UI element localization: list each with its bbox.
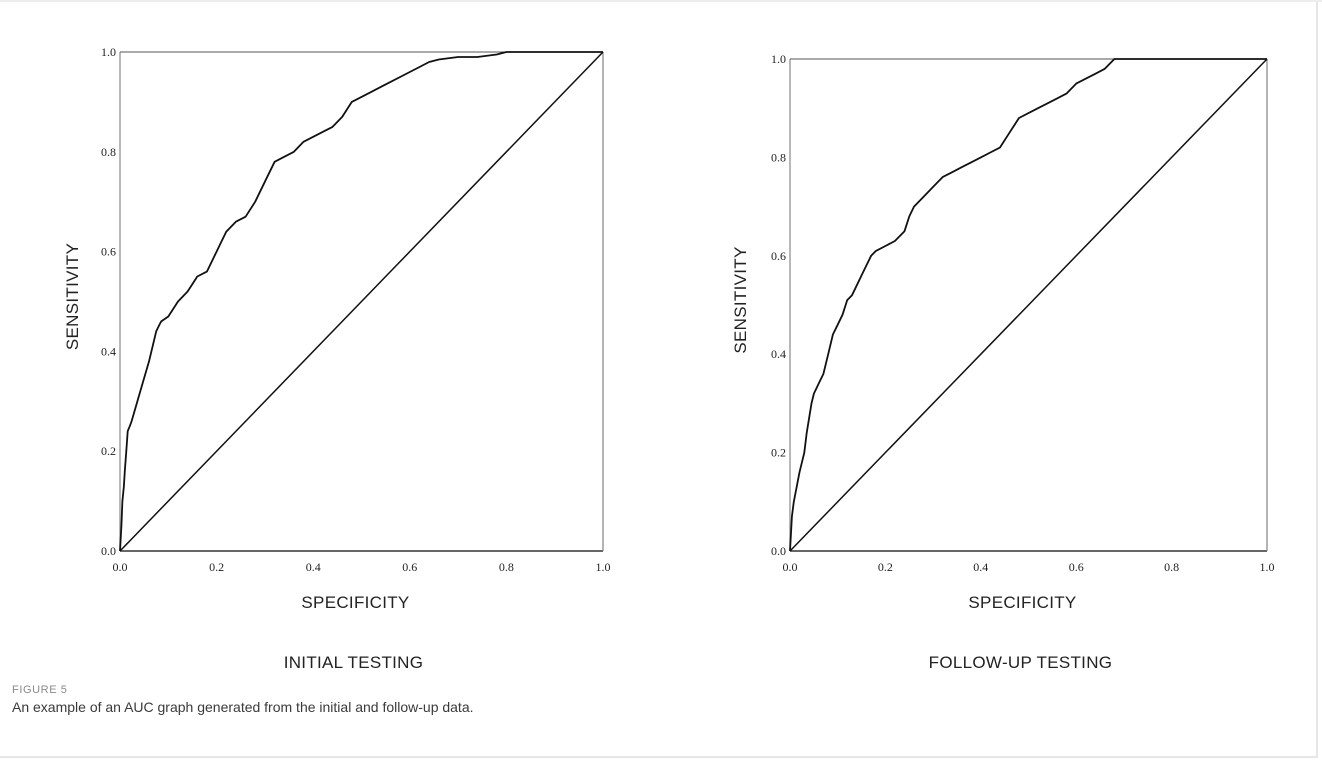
x-tick-label: 0.0 — [783, 560, 798, 574]
panel-title: INITIAL TESTING — [284, 653, 424, 672]
y-tick-label: 0.4 — [101, 344, 116, 358]
x-tick-label: 0.6 — [1069, 560, 1084, 574]
roc-panel-2: 0.0 0.2 0.4 0.6 0.8 1.0 0.0 0.2 0.4 0.6 0.8 1.0 SPEC… — [731, 52, 1275, 672]
reference-diagonal-line — [119, 51, 604, 552]
x-tick-label: 1.0 — [596, 560, 611, 574]
figure-label: FIGURE 5 — [12, 684, 68, 696]
x-tick-label: 1.0 — [1260, 560, 1275, 574]
y-tick-label: 0.2 — [771, 446, 786, 460]
figure-top-rule — [0, 0, 1322, 2]
x-axis-title: SPECIFICITY — [968, 593, 1076, 612]
x-tick-label: 0.8 — [499, 560, 514, 574]
y-tick-label: 0.6 — [771, 249, 786, 263]
x-tick-label: 0.2 — [209, 560, 224, 574]
x-tick-label: 0.4 — [973, 560, 988, 574]
y-tick-label: 0.0 — [771, 544, 786, 558]
x-tick-label: 0.4 — [306, 560, 321, 574]
y-tick-label: 0.8 — [101, 145, 116, 159]
y-tick-label: 0.8 — [771, 150, 786, 164]
roc-curve-line — [789, 58, 1267, 552]
y-tick-label: 1.0 — [771, 52, 786, 66]
y-axis-title: SENSITIVITY — [731, 246, 750, 353]
y-tick-label: 0.6 — [101, 245, 116, 259]
x-tick-label: 0.2 — [878, 560, 893, 574]
x-tick-label: 0.0 — [113, 560, 128, 574]
y-tick-label: 0.2 — [101, 444, 116, 458]
reference-diagonal-line — [789, 58, 1268, 552]
figure-caption: An example of an AUC graph generated fro… — [12, 699, 474, 715]
y-tick-label: 1.0 — [101, 45, 116, 59]
roc-panel-1: 0.0 0.2 0.4 0.6 0.8 1.0 0.0 0.2 0.4 0.6 0.8 1.0 SPEC… — [63, 45, 611, 672]
x-tick-label: 0.8 — [1164, 560, 1179, 574]
roc-curve-line — [119, 51, 603, 552]
y-tick-label: 0.4 — [771, 347, 786, 361]
y-axis-title: SENSITIVITY — [63, 243, 82, 350]
y-tick-label: 0.0 — [101, 544, 116, 558]
x-axis-title: SPECIFICITY — [301, 593, 409, 612]
x-tick-label: 0.6 — [402, 560, 417, 574]
panel-title: FOLLOW-UP TESTING — [929, 653, 1113, 672]
